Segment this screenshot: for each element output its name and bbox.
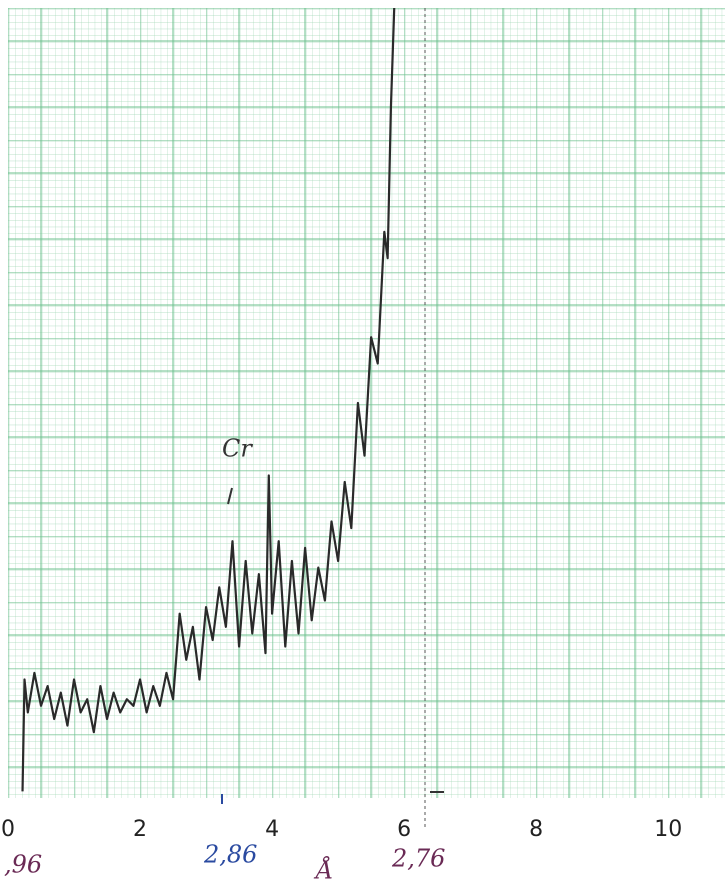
x-tick-label: 2 xyxy=(133,817,147,842)
x-tick-label: 4 xyxy=(265,817,279,842)
annotation: 2,76 xyxy=(391,845,445,873)
annotation: ,96 xyxy=(4,851,42,879)
x-tick-label: 10 xyxy=(654,817,682,842)
pen-mark xyxy=(227,487,233,505)
annotation: Å xyxy=(313,856,333,885)
trace xyxy=(21,7,396,792)
x-tick-label: 8 xyxy=(529,817,543,842)
annotation: 2,86 xyxy=(203,841,257,869)
x-tick-label: 6 xyxy=(397,817,411,842)
x-tick-label: 0 xyxy=(1,817,15,842)
annotation: Cr xyxy=(222,435,253,463)
